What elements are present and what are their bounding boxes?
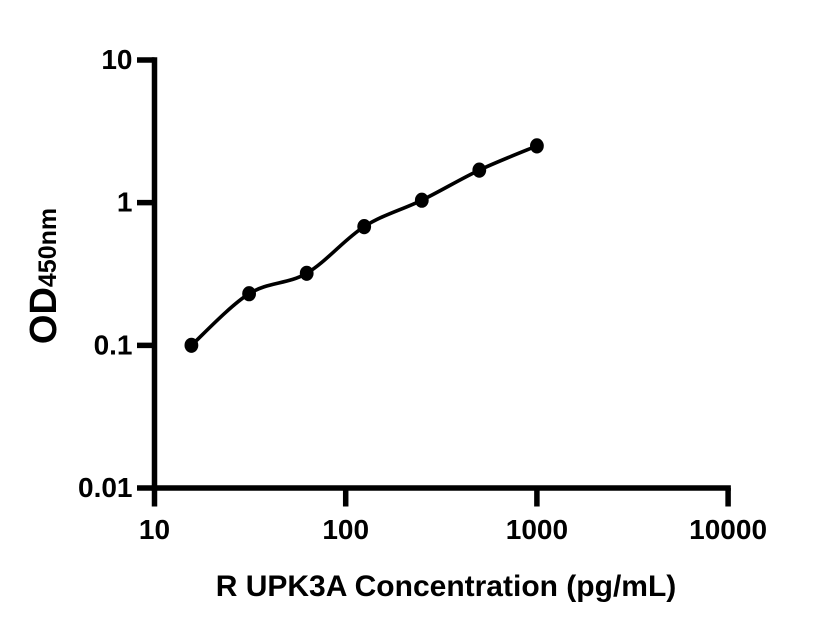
x-tick-label-3: 10000	[689, 514, 767, 545]
standard-curve-line	[189, 144, 539, 348]
x-tick-label-0: 10	[139, 514, 170, 545]
y-axis-title: OD450nm	[23, 208, 65, 344]
y-tick-label-3: 0.01	[78, 472, 133, 503]
y-tick-label-2: 0.1	[94, 329, 133, 360]
data-point-0	[184, 337, 199, 353]
axes	[137, 57, 731, 507]
data-point-5	[472, 162, 487, 178]
y-axis-title-subscript: 450nm	[34, 208, 62, 287]
data-point-6	[530, 138, 544, 154]
x-tick-label-2: 1000	[506, 514, 568, 545]
data-point-2	[299, 265, 314, 281]
data-point-3	[357, 219, 372, 235]
data-series	[184, 138, 544, 353]
data-point-1	[242, 286, 256, 302]
y-tick-label-1: 1	[117, 187, 133, 218]
y-tick-label-0: 10	[101, 44, 132, 75]
y-axis-title-main: OD	[23, 287, 65, 344]
x-axis-title: R UPK3A Concentration (pg/mL)	[216, 570, 677, 603]
x-tick-label-1: 100	[322, 514, 369, 545]
data-point-4	[414, 192, 429, 208]
